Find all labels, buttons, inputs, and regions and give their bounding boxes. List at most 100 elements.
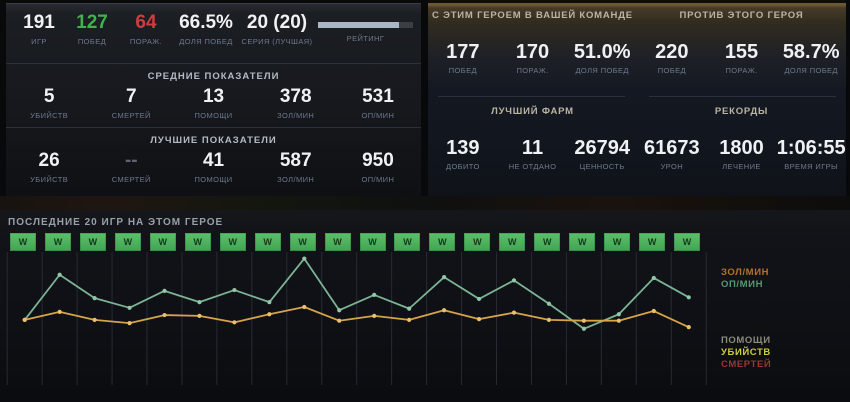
stat-avg-deaths: 7 СМЕРТЕЙ [90,86,172,120]
best-farm-stats: 139 ДОБИТО 11 НЕ ОТДАНО 26794 ЦЕННОСТЬ [428,137,637,171]
stat-vs-winrate: 58.7% ДОЛЯ ПОБЕД [776,41,846,75]
data-point [232,287,237,293]
stat-value: 170 [515,41,550,63]
data-point [651,308,656,314]
stat-label: УБИЙСТВ [30,110,69,120]
hero-overall-stats-panel: 191 ИГР 127 ПОБЕД 64 ПОРАЖ. 66.5% ДОЛЯ П… [6,3,421,196]
data-point [372,292,377,298]
match-result-tile[interactable]: W [44,233,71,251]
stat-value: 531 [362,86,394,107]
stat-avg-kills: 5 УБИЙСТВ [8,86,90,120]
stat-value: 64 [135,12,157,33]
stat-avg-assists: 13 ПОМОЩИ [172,86,254,120]
match-result-tile[interactable]: W [149,233,176,251]
match-result-tile[interactable]: W [639,233,666,251]
data-point [372,313,377,318]
data-point [197,313,202,318]
series-line-ОП/МИН [23,257,690,330]
stat-label: ДОЛЯ ПОБЕД [575,66,629,75]
match-result-tile[interactable]: W [324,233,351,251]
match-result-tile[interactable]: W [464,233,491,251]
match-result-tile[interactable]: W [534,233,561,251]
data-point [442,275,447,280]
stat-value: 66.5% [179,12,233,33]
data-point [57,309,62,314]
stat-label: ПОМОЩИ [194,110,233,120]
stat-games: 191 ИГР [12,12,66,46]
stat-with-winrate: 51.0% ДОЛЯ ПОБЕД [567,41,637,75]
stat-label: ЗОЛ/МИН [277,174,315,184]
stat-winrate: 66.5% ДОЛЯ ПОБЕД [174,12,238,46]
data-point [407,306,412,311]
hero-matchup-stats-panel: С ЭТИМ ГЕРОЕМ В ВАШЕЙ КОМАНДЕ ПРОТИВ ЭТО… [428,0,846,196]
match-result-tile[interactable]: W [184,233,211,251]
match-result-tile[interactable]: W [674,233,701,251]
match-result-tile[interactable]: W [499,233,526,251]
rating-label: РЕЙТИНГ [346,34,385,43]
data-point [267,300,272,305]
stat-value: 1:06:55 [776,137,846,159]
stat-value: 139 [446,137,480,159]
stat-best-assists: 41 ПОМОЩИ [172,150,254,184]
stat-label: СЕРИЯ (ЛУЧШАЯ) [241,36,313,46]
stat-value: -- [124,149,138,171]
data-point [511,278,517,283]
data-point [162,312,167,318]
stat-denies: 11 НЕ ОТДАНО [498,137,568,171]
data-point [302,304,307,310]
match-result-tile[interactable]: W [219,233,246,251]
data-point [92,317,97,323]
against-hero-stats: 220 ПОБЕД 155 ПОРАЖ. 58.7% ДОЛЯ ПОБЕД [637,41,846,75]
records-stats: 61673 УРОН 1800 ЛЕЧЕНИЕ 1:06:55 ВРЕМЯ ИГ… [637,137,846,171]
data-point [546,301,552,306]
stat-value: 11 [521,137,544,159]
match-result-tile[interactable]: W [429,233,456,251]
match-result-tile[interactable]: W [359,233,386,251]
data-point [232,320,237,325]
stat-healing: 1800 ЛЕЧЕНИЕ [707,137,777,171]
stat-value: 587 [279,149,312,171]
legend-item-ОП/МИН[interactable]: ОП/МИН [721,279,764,290]
data-point [197,300,202,305]
stats-row: 5 УБИЙСТВ 7 СМЕРТЕЙ 13 ПОМОЩИ 378 ЗОЛ/МИ… [6,82,421,120]
legend-item-ЗОЛ/МИН[interactable]: ЗОЛ/МИН [721,267,770,278]
legend-item-СМЕРТЕЙ[interactable]: СМЕРТЕЙ [721,359,772,370]
divider [438,96,836,97]
data-point [22,317,27,323]
match-result-tile[interactable]: W [569,233,596,251]
data-point [476,316,482,322]
stat-value: 7 [126,86,137,107]
stat-label: ЗОЛ/МИН [277,110,315,120]
match-result-tile[interactable]: W [79,233,106,251]
stat-best-xpm: 950 ОП/МИН [337,150,419,184]
data-point [442,308,447,313]
match-result-tile[interactable]: W [114,233,141,251]
stat-value: 191 [23,12,55,33]
background-strip [0,196,850,210]
stat-vs-wins: 220 ПОБЕД [637,41,707,75]
stat-label: УБИЙСТВ [30,174,69,184]
data-point [581,318,587,323]
stat-avg-gpm: 378 ЗОЛ/МИН [255,86,337,120]
stat-best-gpm: 587 ЗОЛ/МИН [255,149,337,184]
legend-item-ПОМОЩИ[interactable]: ПОМОЩИ [721,335,771,346]
stat-label: ПОРАЖ. [725,66,758,75]
performance-chart [6,252,707,385]
data-point [127,321,132,326]
match-result-tile[interactable]: W [254,233,281,251]
data-point [302,256,307,261]
data-point [337,318,342,323]
data-point [337,308,342,313]
match-result-tile[interactable]: W [10,233,36,251]
stat-best-deaths: -- СМЕРТЕЙ [90,149,172,184]
legend-item-УБИЙСТВ[interactable]: УБИЙСТВ [721,347,771,358]
stat-label: ИГР [31,36,47,46]
stat-label: УРОН [660,162,684,171]
match-result-tile[interactable]: W [394,233,421,251]
match-result-tile[interactable]: W [604,233,631,251]
stat-label: ДОЛЯ ПОБЕД [179,36,233,46]
stat-value: 177 [446,41,480,63]
hero-rating: РЕЙТИНГ [316,13,415,43]
stat-value: 13 [202,86,225,107]
match-result-tile[interactable]: W [289,233,316,251]
